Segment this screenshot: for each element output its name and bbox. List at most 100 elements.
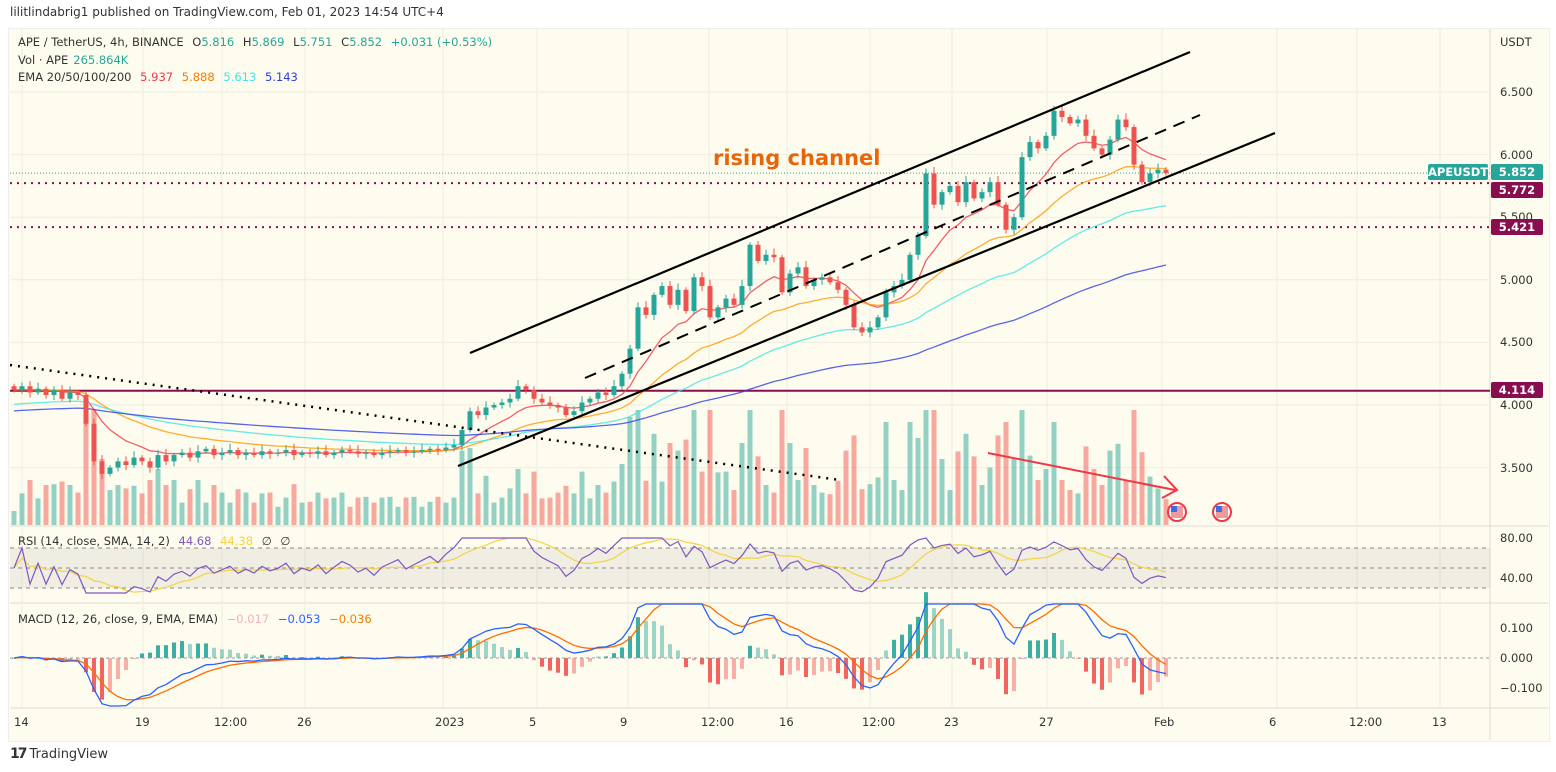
candle-body [419,450,425,452]
tradingview-logo[interactable]: 17 TradingView [10,746,108,762]
macd-histogram-bar [916,616,920,658]
publisher-line: lilitlindabrig1 published on TradingView… [10,5,444,19]
macd-label[interactable]: MACD (12, 26, close, 9, EMA, EMA) [18,612,218,626]
volume-bar [275,506,281,525]
ema-line [13,264,1167,437]
symbol-price-tag: APEUSDT [1428,164,1489,180]
close-value: 5.852 [349,35,383,49]
volume-bar [851,435,857,525]
volume-bar [355,497,361,525]
candle-body [635,307,641,349]
macd-histogram-bar [68,658,72,660]
price-tick: 4.000 [1500,398,1533,412]
macd-histogram-bar [164,645,168,658]
macd-histogram-bar [148,652,152,658]
volume-bar [931,410,937,525]
volume-bar [43,485,49,525]
macd-histogram-bar [596,656,600,658]
ema100-value: 5.613 [223,70,257,84]
macd-histogram-bar [580,658,584,667]
candle-body [171,455,177,462]
macd-histogram-bar [852,658,856,689]
macd-histogram-bar [116,658,120,679]
ema50-value: 5.888 [181,70,215,84]
volume-legend: Vol · APE 265.864K [18,53,133,67]
rising-channel-annotation[interactable]: rising channel [713,146,881,170]
volume-bar [507,488,513,525]
price-tick: 6.000 [1500,147,1533,162]
candle-body [99,461,105,474]
candle-body [451,445,457,448]
macd-histogram-bar [956,648,960,658]
chart-frame[interactable] [8,28,1550,742]
ema-legend: EMA 20/50/100/200 5.937 5.888 5.613 5.14… [18,70,303,84]
candle-body [715,307,721,318]
volume-label[interactable]: Vol · APE [18,53,69,67]
candle-body [931,173,937,205]
symbol-title[interactable]: APE / TetherUS, 4h, BINANCE [18,35,184,49]
volume-bar [1131,410,1137,525]
ema-label[interactable]: EMA 20/50/100/200 [18,70,132,84]
macd-histogram-bar [140,653,144,658]
volume-bar [819,492,825,525]
volume-bar [771,492,777,525]
volume-bar [1083,446,1089,525]
volume-bar [779,410,785,525]
time-tick: 5 [529,715,537,729]
volume-bar [483,475,489,525]
macd-histogram-bar [156,645,160,658]
volume-bar [171,480,177,525]
macd-histogram-bar [516,647,520,658]
candle-body [947,185,953,193]
macd-histogram-bar [836,658,840,674]
candle-body [275,452,281,454]
time-tick: 12:00 [862,715,896,729]
macd-histogram-bar [1004,658,1008,695]
macd-histogram-bar [1156,658,1160,683]
candle-body [787,273,793,293]
macd-histogram-bar [476,640,480,658]
macd-histogram-bar [980,658,984,670]
volume-bar [955,451,961,525]
candle-body [379,452,385,456]
candle-body [987,182,993,193]
volume-bar [787,443,793,525]
volume-bar [475,493,481,525]
rsi-label[interactable]: RSI (14, close, SMA, 14, 2) [18,534,170,548]
macd-histogram-bar [228,649,232,658]
time-tick: 27 [1039,715,1054,729]
macd-histogram-bar [1052,633,1056,658]
macd-histogram-bar [924,592,928,658]
volume-bar [987,467,993,525]
volume-bar [99,459,105,525]
candle-body [651,294,657,315]
ema20-value: 5.937 [140,70,174,84]
candle-body [779,257,785,293]
change-value: +0.031 (+0.53%) [390,35,493,49]
volume-bar [643,480,649,525]
volume-bar [995,435,1001,525]
candle-body [835,282,841,290]
volume-bar [563,485,569,525]
open-value: 5.816 [201,35,235,49]
time-tick: 26 [297,715,312,729]
macd-hist-value: −0.017 [226,612,270,626]
volume-bar [859,489,865,525]
macd-histogram-bar [628,636,632,658]
candle-body [659,286,665,295]
macd-histogram-bar [12,658,16,659]
candle-body [747,244,753,287]
candle-body [1131,127,1137,165]
volume-bar [11,511,17,525]
volume-bar [867,484,873,525]
macd-histogram-bar [1060,639,1064,658]
volume-bar [1107,450,1113,525]
macd-histogram-bar [932,608,936,658]
candle-body [571,411,577,416]
candle-body [163,455,169,462]
macd-legend: MACD (12, 26, close, 9, EMA, EMA) −0.017… [18,612,377,626]
candle-body [1091,135,1097,149]
volume-bar [243,492,249,525]
macd-histogram-bar [244,653,248,658]
